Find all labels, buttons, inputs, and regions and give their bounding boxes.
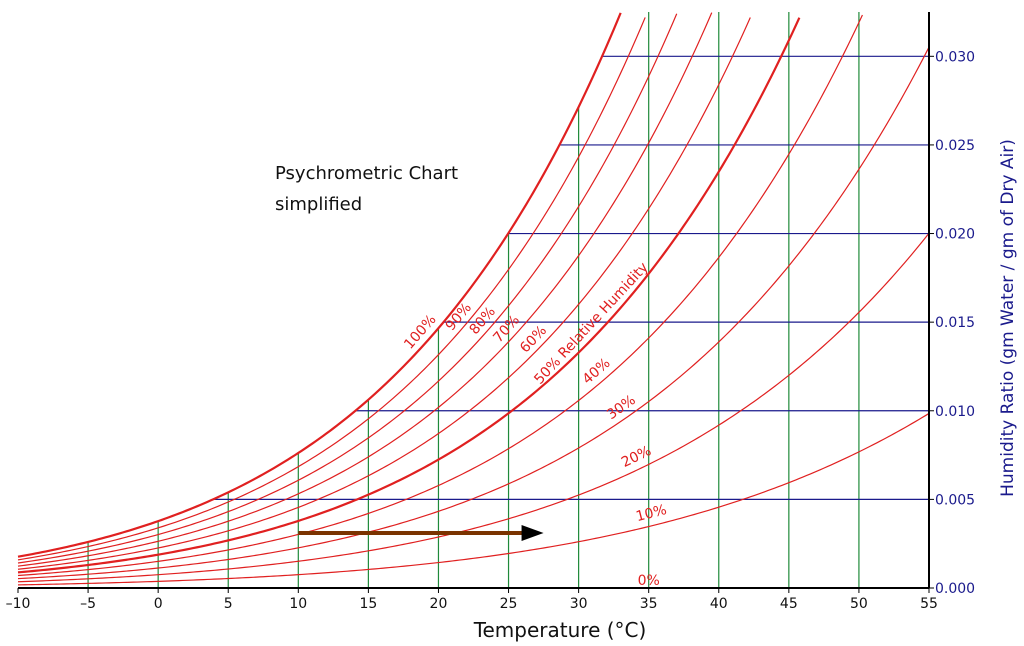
x-tick-label: 30: [570, 596, 588, 612]
x-tick-label: –10: [6, 596, 31, 612]
rh-label: 30%: [604, 392, 639, 423]
rh-curve: [17, 13, 678, 564]
x-axis-label: Temperature (°C): [473, 618, 647, 642]
rh-curve: [17, 17, 751, 570]
x-tick-label: 10: [289, 596, 307, 612]
rh-curve-labels: 100% 90%80%70%60%50% Relative Humidity40%…: [401, 260, 668, 589]
y-tick-label: 0.030: [935, 49, 975, 65]
y-tick-label: 0.020: [935, 227, 975, 243]
x-tick-label: 40: [710, 596, 728, 612]
x-tick-label: 55: [920, 596, 938, 612]
rh-curve: [17, 17, 646, 561]
humidity-gridlines: [213, 55, 929, 500]
x-tick-label: 35: [640, 596, 658, 612]
y-tick-label: 0.000: [935, 581, 975, 597]
rh-curve: [17, 17, 801, 574]
y-tick-label: 0.010: [935, 404, 975, 420]
rh-curve: [17, 412, 930, 586]
rh-curve: [17, 14, 863, 577]
x-tick-label: 20: [430, 596, 448, 612]
y-tick-label: 0.025: [935, 138, 975, 154]
rh-curve: [17, 232, 930, 583]
x-tick-label: 45: [780, 596, 798, 612]
y-axis-ticks: 0.000 0.005 0.010 0.015 0.020 0.025 0.030: [929, 49, 975, 597]
rh-curve: [17, 12, 713, 567]
process-arrow: [298, 525, 544, 542]
x-axis-ticks: –10 –5 0 5 10 15 20 25 30 35 40 45 50 55: [6, 588, 938, 612]
y-tick-label: 0.015: [935, 315, 975, 331]
x-tick-label: –5: [80, 596, 96, 612]
y-tick-label: 0.005: [935, 492, 975, 508]
axes: [18, 12, 930, 589]
rh-label: 40%: [580, 355, 614, 387]
rh-label: 0%: [638, 573, 660, 589]
x-tick-label: 5: [224, 596, 233, 612]
y-axis-label: Humidity Ratio (gm Water / gm of Dry Air…: [998, 139, 1018, 497]
x-tick-label: 0: [154, 596, 163, 612]
x-tick-label: 15: [359, 596, 377, 612]
arrow-head: [521, 525, 544, 542]
chart-subtitle: simplified: [275, 194, 362, 215]
rh-curve: [17, 46, 930, 580]
chart-title: Psychrometric Chart: [275, 163, 458, 184]
rh-curve: [17, 12, 622, 558]
rh-label: 10%: [634, 502, 668, 525]
relative-humidity-curves: [17, 12, 930, 586]
temperature-gridlines: [87, 12, 860, 588]
x-tick-label: 25: [500, 596, 518, 612]
x-tick-label: 50: [850, 596, 868, 612]
